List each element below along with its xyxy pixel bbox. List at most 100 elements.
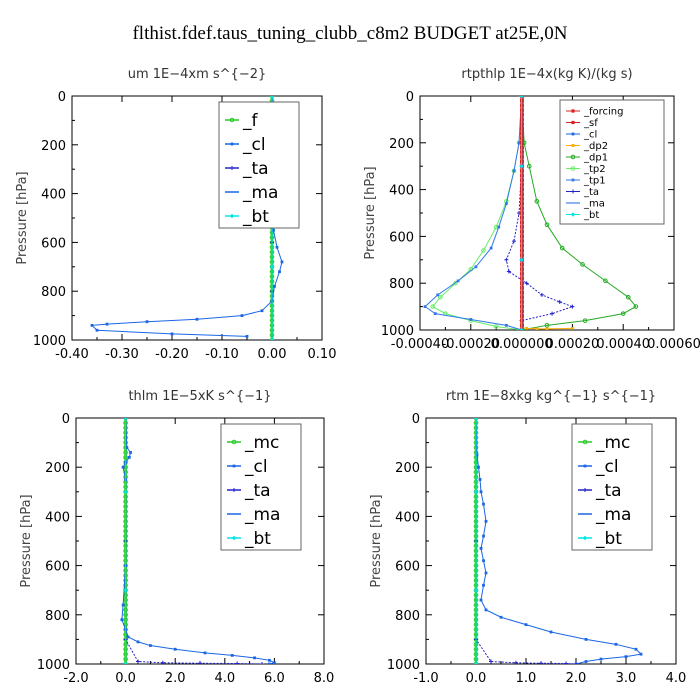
y-tick-label: 200 — [395, 461, 420, 476]
data-point-ta — [514, 660, 518, 664]
data-point-sf — [520, 216, 524, 220]
x-tick-label: 0.00060 — [647, 337, 700, 352]
legend-label-ma: _ma — [242, 183, 278, 203]
y-tick-label: 0 — [406, 90, 414, 105]
panel-rtpthlp: rtpthlp 1E−4x(kg K)/(kg s) Pressure [hPa]… — [363, 67, 700, 352]
legend-marker-ta — [583, 488, 587, 492]
data-point-bt — [473, 661, 479, 664]
legend-marker-mc — [231, 439, 237, 445]
legend-box — [218, 101, 300, 229]
legend: _mc _cl _ta _ma _bt — [220, 423, 302, 551]
data-point-cl — [634, 647, 638, 651]
data-point-cl — [268, 658, 271, 662]
legend-label-dp2: _dp2 — [583, 141, 608, 152]
x-tick-label: 4.0 — [214, 671, 235, 686]
panel-title: rtm 1E−8xkg kg^{−1} s^{−1} — [446, 389, 656, 404]
data-point-cl — [599, 657, 603, 661]
data-point-cl — [614, 642, 618, 646]
data-point-sf — [520, 117, 524, 121]
x-tick-label: 3.0 — [616, 671, 637, 686]
data-point-bt — [473, 489, 479, 494]
data-point-dp2 — [535, 327, 539, 330]
x-tick-label: 0.00040 — [596, 337, 650, 352]
series-line-ta — [475, 418, 577, 664]
legend-box — [220, 423, 302, 551]
data-point-cl — [478, 478, 482, 481]
data-point-cl — [145, 320, 149, 324]
data-point-sf — [520, 267, 524, 271]
y-tick-label: 0 — [58, 90, 66, 105]
legend-marker-tp1 — [571, 178, 575, 182]
series-bt — [123, 418, 128, 664]
data-point-cl — [272, 228, 275, 232]
panel-rtm: rtm 1E−8xkg kg^{−1} s^{−1} Pressure [hPa]… — [369, 389, 686, 686]
data-point-bt — [473, 588, 479, 593]
data-point-cl — [90, 323, 94, 327]
data-point-sf — [520, 202, 524, 206]
series-line-dp1 — [521, 96, 637, 330]
data-point-ta — [506, 269, 511, 274]
y-tick-label: 1000 — [33, 334, 66, 349]
data-point-sf — [520, 131, 524, 136]
data-point-cl — [484, 608, 488, 612]
data-point-sf — [520, 197, 524, 201]
data-point-cl — [475, 453, 479, 457]
legend-marker-cl — [230, 142, 234, 146]
y-tick-label: 0 — [412, 412, 420, 427]
x-tick-label: 0.000000 — [491, 337, 553, 352]
data-point-sf — [520, 290, 524, 295]
data-point-cl — [149, 644, 152, 647]
plot-area — [120, 418, 276, 664]
data-point-sf — [520, 230, 524, 234]
y-tick-label: 1000 — [37, 658, 70, 673]
data-point-cl — [273, 284, 276, 288]
x-tick-label: -0.10 — [205, 347, 239, 362]
data-point-cl — [105, 322, 109, 326]
data-point-ta — [524, 281, 529, 286]
data-point-sf — [520, 272, 524, 276]
plot-area — [423, 96, 639, 330]
legend-label-bt: _bt — [242, 207, 269, 227]
data-point-cl — [95, 328, 99, 332]
legend-label-bt: _bt — [583, 210, 599, 221]
data-point-sf — [520, 281, 524, 285]
y-tick-label: 600 — [395, 560, 420, 575]
y-tick-label: 400 — [395, 510, 420, 525]
data-point-bt — [269, 264, 275, 269]
data-point-ta — [235, 661, 240, 664]
data-point-cl — [639, 652, 643, 656]
data-point-sf — [520, 192, 524, 196]
data-point-dp1 — [633, 304, 639, 309]
legend-label-ta: _ta — [583, 187, 599, 198]
data-point-sf — [520, 103, 524, 107]
x-tick-label: -0.00040 — [391, 337, 449, 352]
legend-marker-cl — [232, 464, 236, 468]
data-point-sf — [520, 183, 524, 187]
x-tick-label: -0.20 — [155, 347, 189, 362]
data-point-sf — [520, 239, 524, 243]
data-point-dp1 — [544, 323, 550, 328]
data-point-bt — [123, 418, 128, 421]
data-point-cl — [129, 451, 132, 454]
data-point-cl — [278, 270, 281, 274]
legend: _forcing_sf_cl_dp2_dp1_tp2_tp1_ta_ma_bt — [559, 99, 665, 225]
data-point-cl — [240, 314, 244, 317]
data-point-cl — [499, 615, 503, 619]
data-point-sf — [520, 159, 524, 164]
data-point-sf — [520, 262, 524, 267]
data-point-dp1 — [534, 199, 540, 204]
data-point-tp2 — [493, 324, 499, 329]
legend-marker-ta — [232, 488, 236, 492]
y-tick-label: 800 — [45, 609, 70, 624]
data-point-cl — [584, 660, 588, 663]
data-point-cl — [477, 465, 480, 469]
legend-marker-dp2 — [571, 144, 575, 147]
legend-marker-bt — [570, 212, 576, 217]
data-point-tp2 — [481, 248, 486, 253]
data-point-cl — [479, 490, 483, 494]
data-point-cl — [121, 465, 125, 469]
data-point-sf — [520, 178, 524, 182]
y-axis-label: Pressure [hPa] — [19, 494, 34, 587]
data-point-cl — [173, 647, 177, 651]
series-line-ta — [125, 418, 263, 664]
